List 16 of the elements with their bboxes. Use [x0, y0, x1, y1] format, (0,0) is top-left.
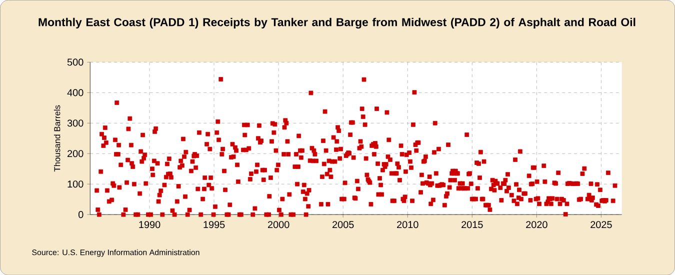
- chart-title: Monthly East Coast (PADD 1) Receipts by Tanker and Barge from Midwest (PADD 2) of Asphalt and Road Oil: [38, 18, 636, 28]
- y-tick-label: 100: [68, 180, 84, 188]
- y-tick-label: 200: [68, 150, 84, 158]
- x-tick-label: 2025: [590, 220, 612, 228]
- x-tick-label: 2020: [526, 220, 548, 228]
- x-tick-label: 2015: [462, 220, 483, 228]
- y-tick-label: 0: [78, 210, 84, 218]
- y-tick-label: 500: [67, 58, 84, 66]
- y-tick-label: 400: [67, 89, 84, 96]
- x-tick-label: 2000: [268, 220, 290, 228]
- y-axis-title: Thousand Barrels: [54, 105, 60, 172]
- y-tick-label: 300: [67, 119, 84, 127]
- x-tick-label: 2010: [397, 220, 418, 228]
- x-tick-label: 2005: [332, 220, 354, 228]
- x-tick-label: 1995: [204, 220, 225, 228]
- x-tick-label: 1990: [139, 220, 160, 228]
